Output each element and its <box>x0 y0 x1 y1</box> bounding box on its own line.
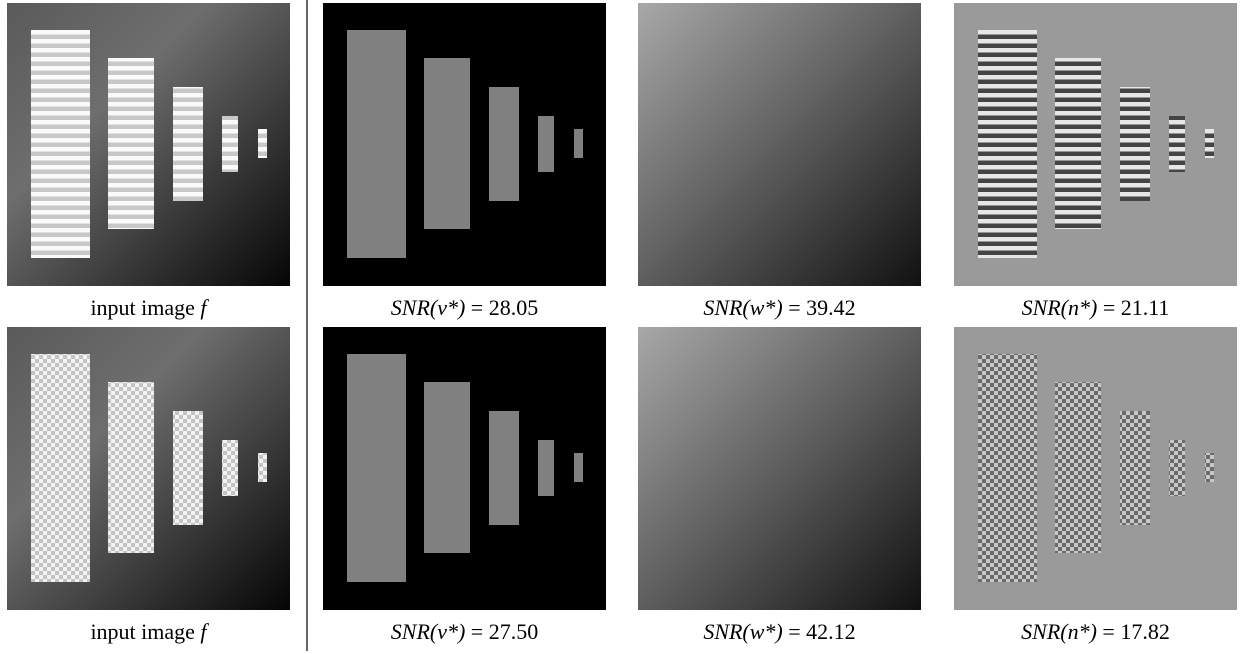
caption-part: input image <box>90 295 200 320</box>
rect-block <box>574 129 583 158</box>
rect-block <box>489 411 519 525</box>
rect-block <box>574 453 583 482</box>
caption: input image f <box>90 295 209 320</box>
caption: SNR(v*) = 28.05 <box>391 295 538 320</box>
caption: SNR(w*) = 39.42 <box>703 295 855 320</box>
caption-part: SNR(n*) <box>1022 295 1103 320</box>
caption-part: SNR(v*) <box>391 295 471 320</box>
caption-part: SNR(w*) <box>703 619 788 644</box>
rect-block <box>978 354 1037 582</box>
image-panel <box>7 3 290 286</box>
rect-block <box>1169 440 1185 496</box>
image-panel <box>7 327 290 610</box>
panel-background <box>638 3 921 286</box>
image-panel <box>638 327 921 610</box>
caption-part: = 39.42 <box>788 295 855 320</box>
rect-block <box>222 116 238 172</box>
caption: SNR(w*) = 42.12 <box>703 619 855 644</box>
rect-block <box>538 116 554 172</box>
caption-part: f <box>200 619 209 644</box>
rect-block <box>1120 87 1150 201</box>
caption-part: SNR(w*) <box>703 295 788 320</box>
image-panel <box>638 3 921 286</box>
rect-block <box>108 58 154 229</box>
rect-block <box>108 382 154 553</box>
caption-part: SNR(n*) <box>1021 619 1102 644</box>
rect-block <box>222 440 238 496</box>
rect-block <box>1120 411 1150 525</box>
caption-part: = 42.12 <box>788 619 855 644</box>
image-panel <box>323 327 606 610</box>
caption-part: = 17.82 <box>1102 619 1169 644</box>
rect-block <box>173 411 203 525</box>
caption-part: f <box>200 295 209 320</box>
rect-block <box>424 58 470 229</box>
rect-block <box>1055 382 1101 553</box>
caption: SNR(n*) = 21.11 <box>1022 295 1170 320</box>
caption-part: = 21.11 <box>1103 295 1170 320</box>
rect-block <box>1205 453 1214 482</box>
caption-part: SNR(v*) <box>391 619 471 644</box>
rect-block <box>31 354 90 582</box>
panel-background <box>638 327 921 610</box>
rect-block <box>347 30 406 258</box>
rect-block <box>258 453 267 482</box>
rect-block <box>538 440 554 496</box>
caption: input image f <box>90 619 209 644</box>
caption-part: = 28.05 <box>471 295 538 320</box>
image-panel <box>954 327 1237 610</box>
rect-block <box>489 87 519 201</box>
rect-block <box>347 354 406 582</box>
rect-block <box>978 30 1037 258</box>
caption-part: = 27.50 <box>471 619 538 644</box>
rect-block <box>1055 58 1101 229</box>
image-panel <box>323 3 606 286</box>
rect-block <box>1205 129 1214 158</box>
rect-block <box>31 30 90 258</box>
caption: SNR(v*) = 27.50 <box>391 619 538 644</box>
caption: SNR(n*) = 17.82 <box>1021 619 1170 644</box>
rect-block <box>1169 116 1185 172</box>
rect-block <box>424 382 470 553</box>
rect-block <box>258 129 267 158</box>
image-panel <box>954 3 1237 286</box>
rect-block <box>173 87 203 201</box>
figure: input image f SNR(v*) = 28.05 SNR(w*) = 39… <box>0 0 1241 654</box>
caption-part: input image <box>90 619 200 644</box>
